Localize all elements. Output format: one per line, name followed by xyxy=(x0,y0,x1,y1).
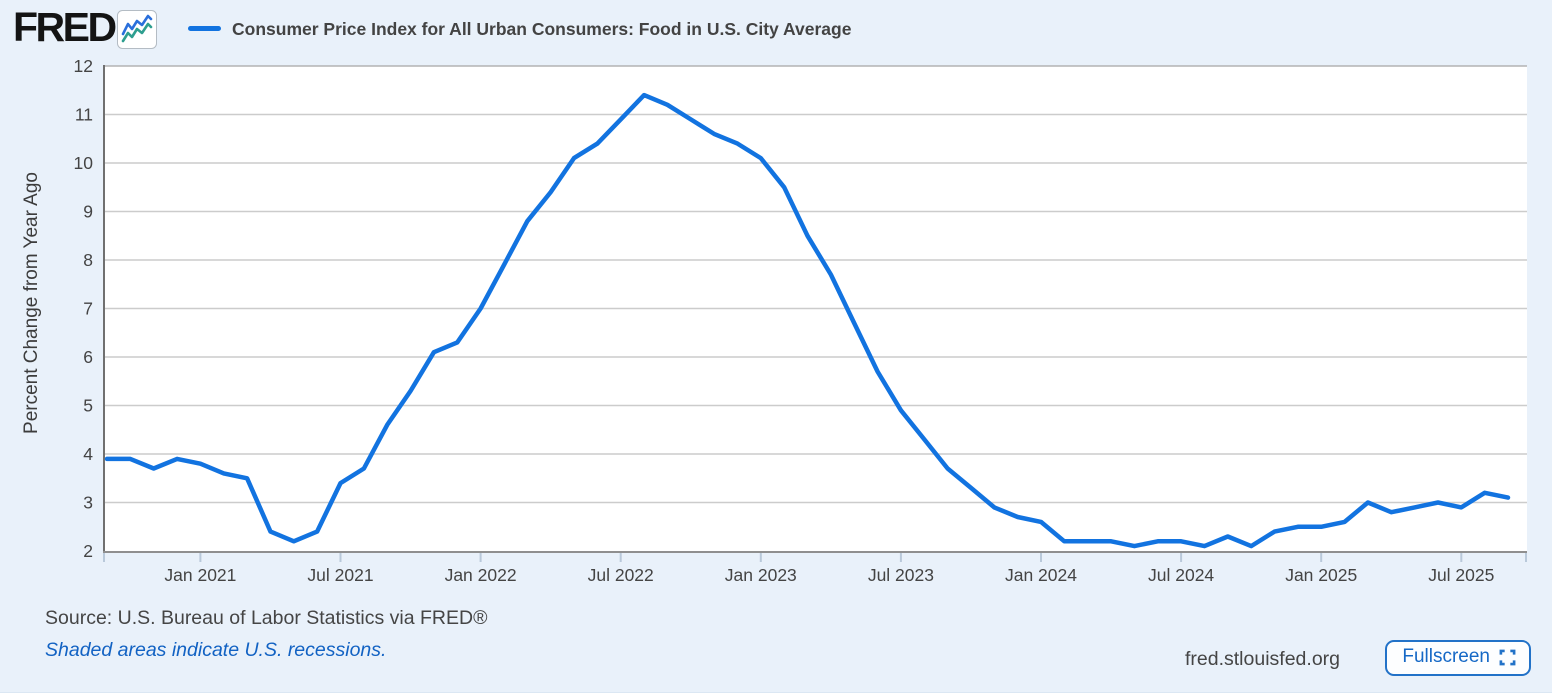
legend-line-swatch xyxy=(188,26,221,31)
svg-text:7: 7 xyxy=(83,299,93,319)
fred-logo-text: FRED xyxy=(13,4,117,50)
series-line[interactable] xyxy=(104,92,1511,549)
svg-text:3: 3 xyxy=(83,493,93,513)
fred-logo: FRED xyxy=(13,6,122,48)
x-axis-tick-labels: Jan 2021 Jul 2021 Jan 2022 Jul 2022 Jan 2023… xyxy=(164,553,1494,585)
svg-text:11: 11 xyxy=(75,105,93,125)
axes xyxy=(103,65,1527,562)
y-axis-tick-labels: 2 3 4 5 6 7 8 9 10 11 12 xyxy=(74,56,94,561)
svg-text:6: 6 xyxy=(83,347,93,367)
svg-text:Jan 2023: Jan 2023 xyxy=(725,565,797,585)
recession-shading-note[interactable]: Shaded areas indicate U.S. recessions. xyxy=(45,639,387,661)
fred-chart-icon xyxy=(117,10,157,49)
svg-text:4: 4 xyxy=(83,444,93,464)
svg-text:Jan 2022: Jan 2022 xyxy=(445,565,517,585)
fullscreen-expand-icon xyxy=(1499,649,1516,665)
svg-text:8: 8 xyxy=(83,250,93,270)
svg-text:Jul 2021: Jul 2021 xyxy=(307,565,373,585)
svg-text:5: 5 xyxy=(83,396,93,416)
svg-text:Jul 2023: Jul 2023 xyxy=(868,565,934,585)
fullscreen-button[interactable]: Fullscreen xyxy=(1385,640,1531,676)
source-attribution: Source: U.S. Bureau of Labor Statistics … xyxy=(45,607,488,629)
svg-text:9: 9 xyxy=(83,202,93,222)
svg-text:Jan 2024: Jan 2024 xyxy=(1005,565,1077,585)
svg-text:Jul 2022: Jul 2022 xyxy=(588,565,654,585)
fred-site-url: fred.stlouisfed.org xyxy=(1185,648,1341,670)
series-legend-title: Consumer Price Index for All Urban Consu… xyxy=(232,19,852,39)
y-axis-title: Percent Change from Year Ago xyxy=(21,172,42,434)
svg-text:Jul 2024: Jul 2024 xyxy=(1148,565,1214,585)
gridlines xyxy=(103,65,1527,504)
svg-text:12: 12 xyxy=(74,56,93,76)
fullscreen-button-label: Fullscreen xyxy=(1402,646,1490,667)
svg-text:Jul 2025: Jul 2025 xyxy=(1428,565,1494,585)
chart-canvas[interactable]: 2 3 4 5 6 7 8 9 10 11 12 Jan 2021 Jul 2021 Jan 2022 Ju… xyxy=(0,0,1552,600)
svg-text:2: 2 xyxy=(83,541,93,561)
svg-text:Jan 2021: Jan 2021 xyxy=(164,565,236,585)
svg-text:10: 10 xyxy=(74,153,94,173)
page-bottom-strip xyxy=(0,692,1552,699)
svg-text:Jan 2025: Jan 2025 xyxy=(1285,565,1357,585)
